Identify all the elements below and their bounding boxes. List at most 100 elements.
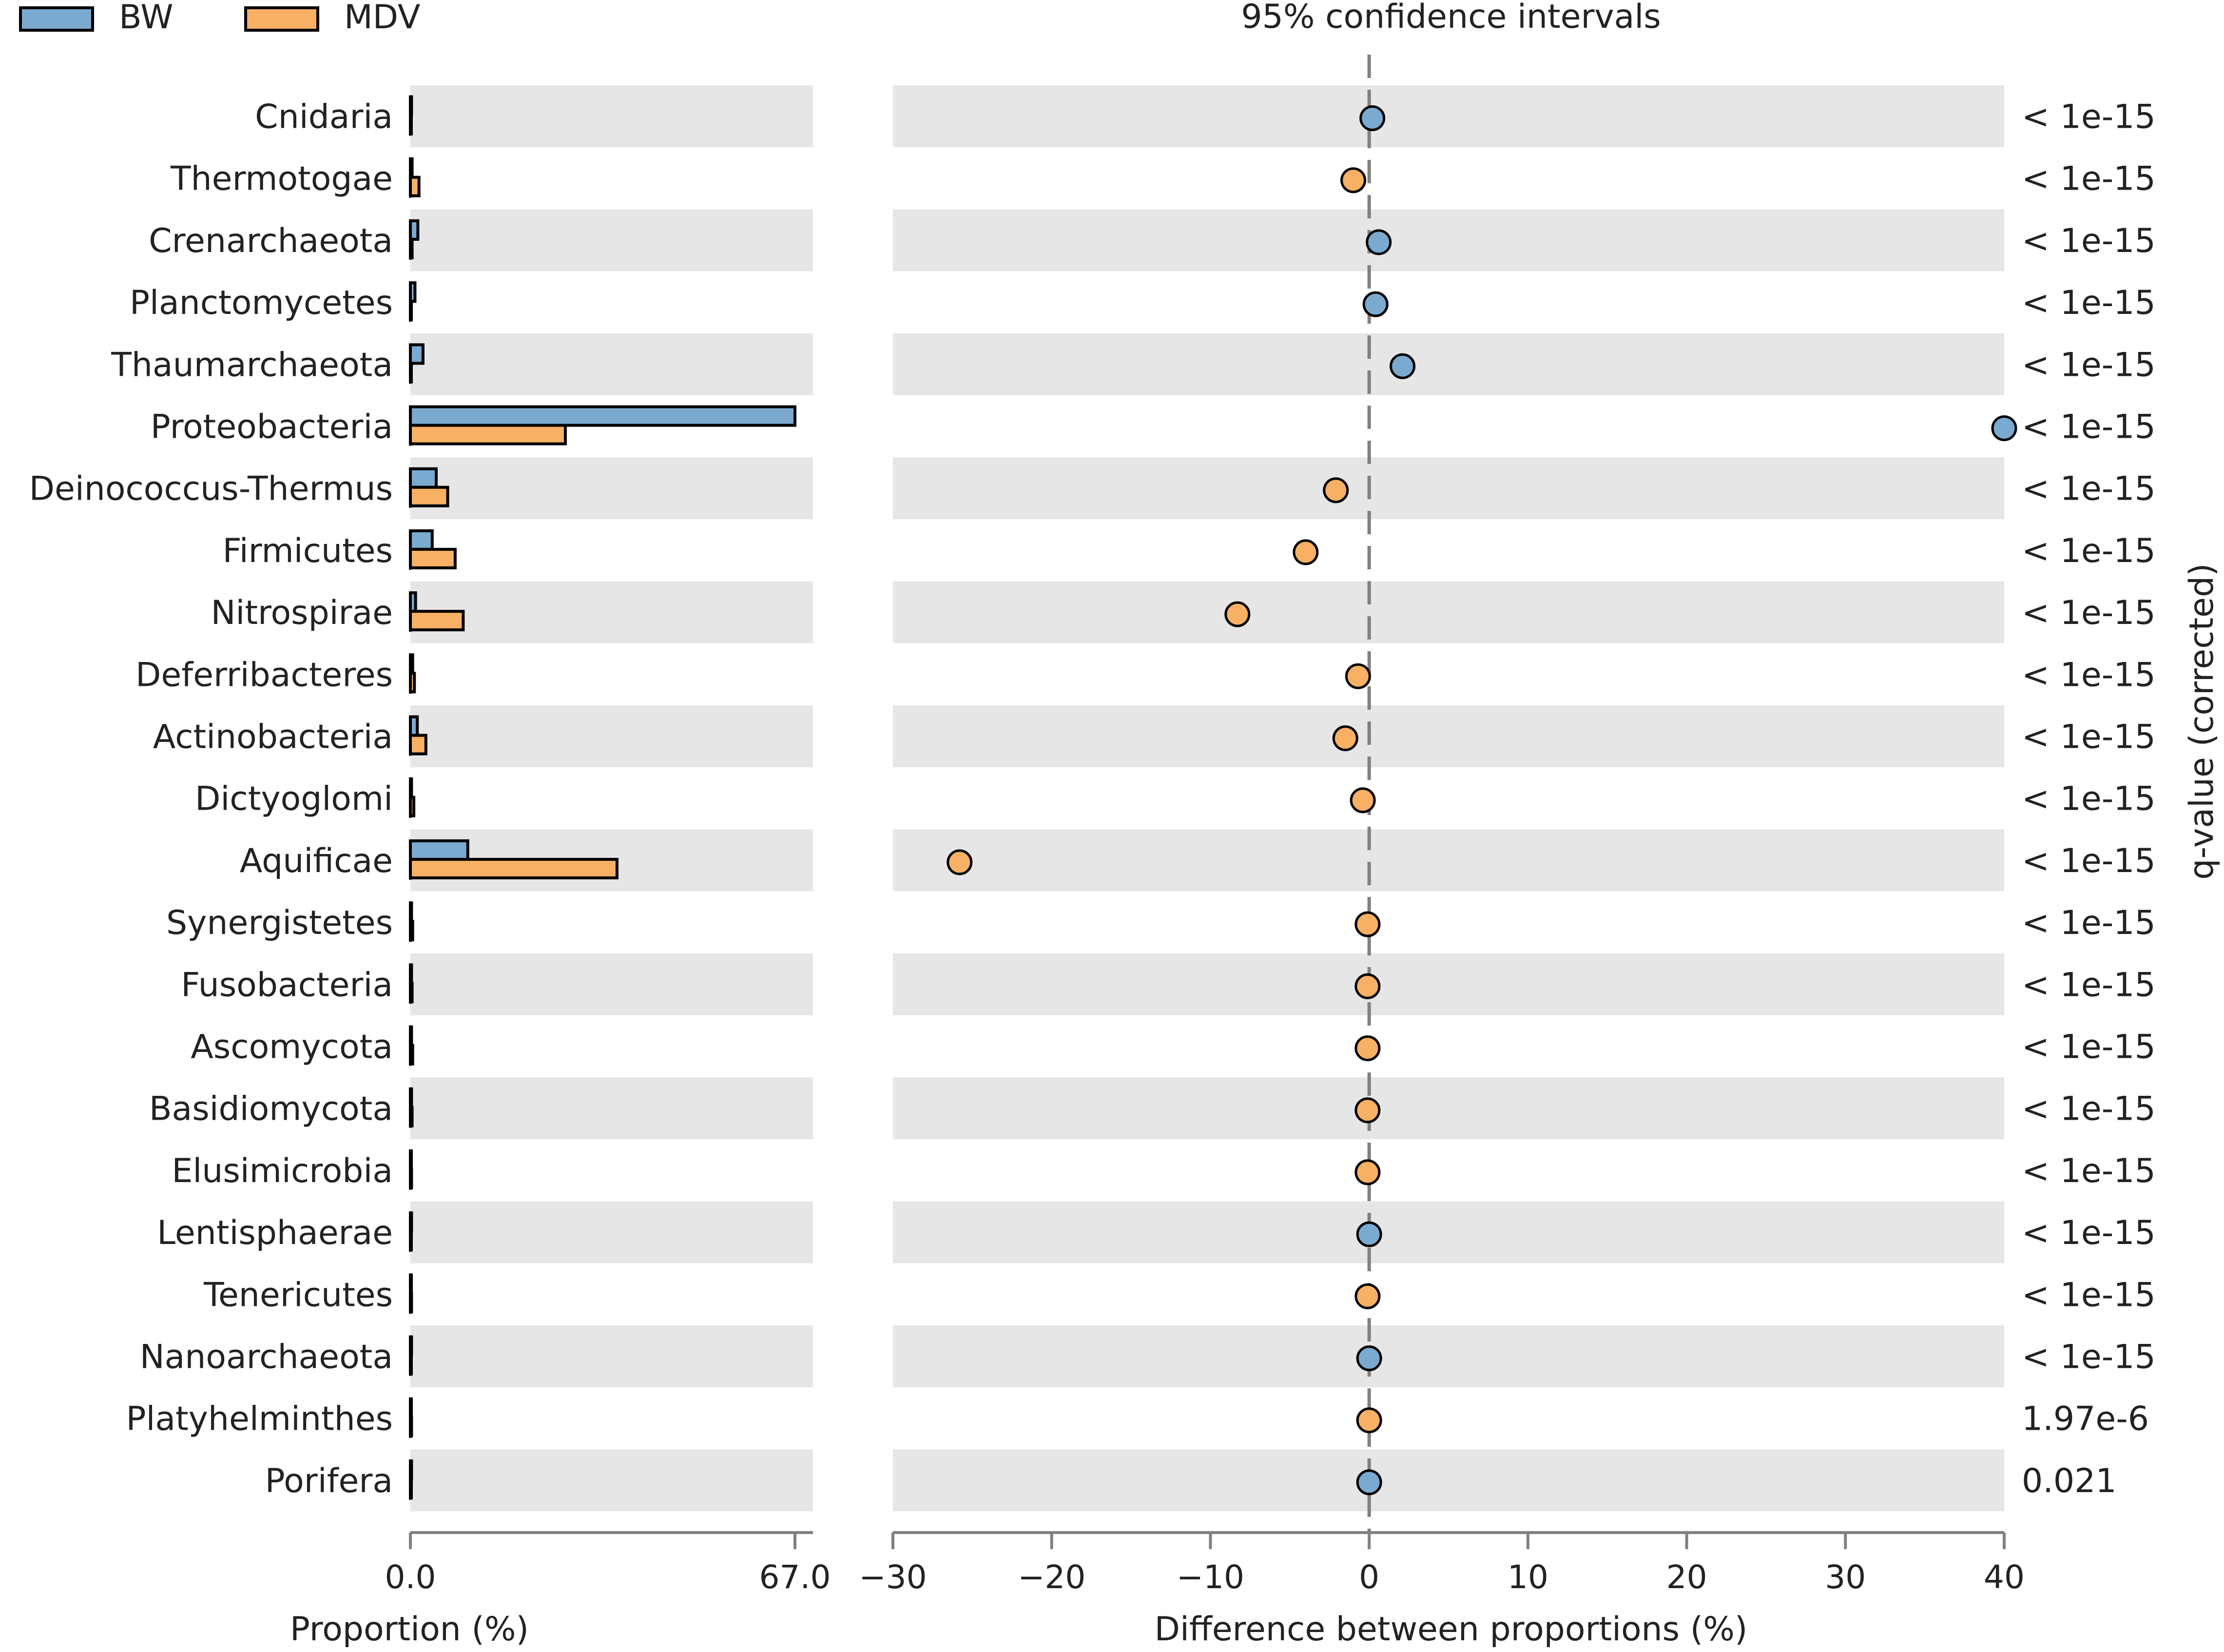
- q-value-label: < 1e-15: [2022, 284, 2156, 322]
- bar-bw: [409, 1459, 413, 1481]
- difference-point: [1354, 1035, 1381, 1061]
- q-value-label: < 1e-15: [2022, 780, 2156, 818]
- difference-point: [1350, 787, 1376, 814]
- difference-point: [1362, 291, 1389, 317]
- difference-point: [1293, 539, 1319, 565]
- bar-bw: [409, 157, 414, 179]
- row-band-left: [410, 209, 813, 272]
- row-band-right: [893, 457, 2004, 520]
- difference-point: [1991, 415, 2017, 441]
- difference-point: [1390, 353, 1416, 379]
- bar-bw: [409, 963, 413, 985]
- q-value-label: < 1e-15: [2022, 1152, 2156, 1190]
- category-label: Actinobacteria: [153, 718, 393, 757]
- q-value-label: 1.97e-6: [2022, 1400, 2149, 1438]
- legend-label-bw: BW: [119, 0, 173, 37]
- bar-mdv: [409, 857, 619, 879]
- q-value-label: < 1e-15: [2022, 1338, 2156, 1377]
- bar-mdv: [409, 1292, 413, 1314]
- legend-label-mdv: MDV: [344, 0, 420, 37]
- bar-mdv: [409, 1416, 413, 1438]
- category-label: Cnidaria: [255, 98, 393, 136]
- bar-bw: [409, 219, 420, 241]
- difference-axis-label: Difference between proportions (%): [1155, 1610, 1748, 1649]
- row-band-right: [893, 705, 2004, 767]
- bar-bw: [409, 715, 419, 737]
- bar-bw: [409, 467, 438, 489]
- difference-point: [1354, 1097, 1381, 1124]
- bar-mdv: [409, 796, 416, 817]
- bar-bw: [409, 343, 425, 365]
- row-band-right: [893, 1325, 2004, 1387]
- q-value-label: < 1e-15: [2022, 408, 2156, 447]
- difference-tick-label: −20: [1018, 1558, 1085, 1596]
- bar-mdv: [409, 672, 416, 694]
- difference-point: [1354, 973, 1381, 999]
- bar-mdv: [409, 610, 465, 632]
- category-label: Aquificae: [240, 842, 393, 880]
- row-band-right: [893, 1077, 2004, 1140]
- category-label: Porifera: [265, 1462, 393, 1500]
- difference-point: [1354, 911, 1381, 937]
- difference-point: [1359, 105, 1386, 131]
- axes: 0.0 67.0 −30 −20 −10 0 10 20 30 40: [385, 55, 2025, 1596]
- bar-mdv: [409, 547, 457, 569]
- difference-point: [1356, 1407, 1382, 1434]
- difference-point: [1356, 1469, 1382, 1496]
- proportion-tick-label: 0.0: [385, 1558, 436, 1596]
- q-value-label: < 1e-15: [2022, 594, 2156, 632]
- bar-mdv: [409, 424, 567, 446]
- difference-point: [1354, 1159, 1381, 1186]
- bar-bw: [409, 405, 796, 427]
- bar-mdv: [409, 1477, 413, 1499]
- difference-point: [1340, 167, 1367, 194]
- bar-mdv: [409, 920, 414, 942]
- difference-point: [1354, 1283, 1381, 1309]
- bar-bw: [409, 529, 434, 551]
- row-band-right: [893, 1201, 2004, 1263]
- row-band-right: [893, 1449, 2004, 1512]
- bar-bw: [409, 1273, 413, 1295]
- q-value-label: < 1e-15: [2022, 966, 2156, 1004]
- difference-tick-label: 20: [1666, 1558, 1707, 1596]
- bar-mdv: [409, 237, 414, 259]
- bar-mdv: [409, 1106, 414, 1127]
- category-label: Dictyoglomi: [195, 780, 393, 818]
- difference-point: [1345, 663, 1371, 689]
- category-label: Thermotogae: [170, 160, 393, 198]
- q-value-label: < 1e-15: [2022, 160, 2156, 198]
- category-label: Synergistetes: [166, 904, 393, 942]
- bar-bw: [409, 1335, 413, 1357]
- row-band-left: [410, 1077, 813, 1140]
- row-band-right: [893, 829, 2004, 892]
- row-band-right: [893, 85, 2004, 147]
- category-label: Elusimicrobia: [172, 1152, 393, 1190]
- category-label: Thaumarchaeota: [111, 346, 393, 384]
- difference-point: [947, 849, 973, 875]
- q-value-label: < 1e-15: [2022, 98, 2156, 136]
- bar-bw: [409, 653, 414, 675]
- category-label: Nanoarchaeota: [140, 1338, 393, 1377]
- row-band-right: [893, 581, 2004, 643]
- q-value-label: < 1e-15: [2022, 346, 2156, 384]
- category-label: Planctomycetes: [130, 284, 393, 322]
- q-value-label: < 1e-15: [2022, 222, 2156, 260]
- bar-bw: [409, 1211, 413, 1233]
- bar-bw: [409, 281, 417, 303]
- difference-point: [1356, 1345, 1382, 1371]
- difference-point: [1332, 725, 1358, 751]
- category-label: Basidiomycota: [149, 1090, 393, 1128]
- row-band-left: [410, 705, 813, 767]
- category-label: Firmicutes: [223, 532, 393, 570]
- difference-point: [1224, 601, 1251, 627]
- bar-bw: [409, 591, 417, 613]
- category-label: Tenericutes: [203, 1276, 393, 1314]
- row-band-right: [893, 953, 2004, 1015]
- q-value-label: < 1e-15: [2022, 904, 2156, 942]
- bar-mdv: [409, 114, 413, 136]
- bar-mdv: [409, 982, 414, 1004]
- q-value-label: < 1e-15: [2022, 718, 2156, 757]
- bar-bw: [409, 1149, 413, 1171]
- row-band-left: [410, 333, 813, 395]
- difference-tick-label: 0: [1359, 1558, 1379, 1596]
